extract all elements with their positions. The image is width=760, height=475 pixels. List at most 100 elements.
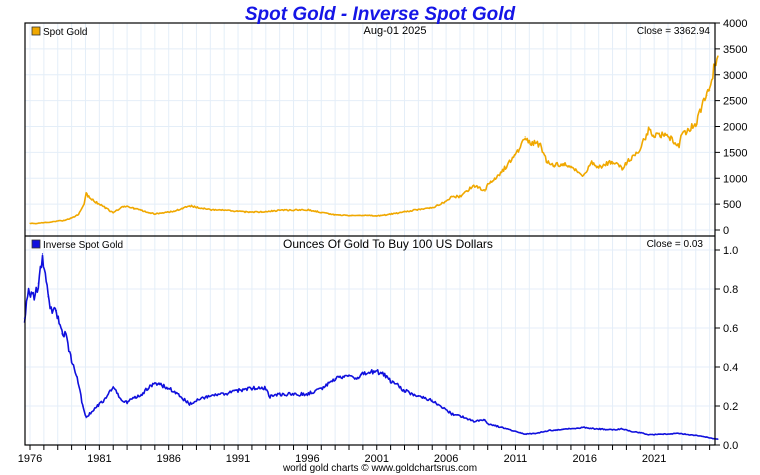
inverse-gold-point <box>695 434 697 437</box>
spot-gold-point <box>251 211 253 213</box>
plot-frame <box>24 22 716 446</box>
spot-gold-point <box>484 190 486 192</box>
inverse-gold-point <box>237 389 239 391</box>
inverse-gold-point <box>348 374 350 376</box>
spot-gold-point <box>362 214 364 216</box>
y-tick-label: 1500 <box>723 147 747 159</box>
spot-gold-point <box>237 210 239 212</box>
inverse-gold-point <box>431 399 433 401</box>
spot-gold-point <box>50 221 52 223</box>
spot-gold-point <box>126 205 128 207</box>
inverse-gold-points <box>23 253 719 440</box>
inverse-gold-point <box>47 296 49 298</box>
spot-gold-point <box>359 214 361 216</box>
spot-gold-point <box>85 193 87 195</box>
y-tick-label: 1000 <box>723 173 747 185</box>
y-tick-label: 0 <box>723 225 729 237</box>
spot-gold-point <box>563 163 565 165</box>
inverse-gold-point <box>251 387 253 390</box>
spot-gold-point <box>445 200 447 202</box>
inverse-gold-point <box>158 383 160 386</box>
inverse-gold-point <box>188 403 191 405</box>
inverse-gold-point <box>563 428 565 430</box>
spot-gold-point <box>546 162 548 164</box>
inverse-gold-point <box>98 403 100 405</box>
inverse-gold-point <box>269 395 271 397</box>
inverse-gold-point <box>140 393 142 395</box>
inverse-gold-point <box>524 433 526 435</box>
spot-gold-point <box>591 162 593 164</box>
spot-gold-point <box>699 110 701 112</box>
y-tick-label: 0.8 <box>723 284 738 296</box>
spot-gold-point <box>625 162 628 164</box>
spot-gold-point <box>611 161 614 163</box>
spot-gold-point <box>678 144 680 146</box>
spot-gold-point <box>403 211 406 213</box>
spot-gold-point <box>93 200 95 202</box>
spot-gold-point <box>57 220 59 222</box>
spot-gold-point <box>653 136 655 138</box>
inverse-gold-point <box>89 413 91 415</box>
spot-gold-point <box>695 123 697 125</box>
inverse-gold-point <box>71 360 73 362</box>
inverse-gold-point <box>611 429 614 431</box>
inverse-gold-point <box>181 397 184 399</box>
inverse-gold-point <box>473 421 475 423</box>
spot-gold-point <box>120 206 123 208</box>
spot-gold-points <box>29 55 719 225</box>
inverse-gold-point <box>383 374 385 376</box>
inverse-gold-point <box>292 393 295 395</box>
inverse-gold-point <box>500 426 503 429</box>
inverse-gold-point <box>417 395 419 397</box>
spot-gold-point <box>188 205 191 207</box>
spot-gold-line <box>30 55 719 225</box>
spot-gold-point <box>98 203 100 205</box>
inverse-gold-point <box>678 432 680 434</box>
y-tick-label: 2000 <box>723 122 747 134</box>
legend-spot-gold: Spot Gold <box>43 27 87 38</box>
inverse-gold-point <box>33 298 35 300</box>
spot-gold-point <box>487 183 489 186</box>
inverse-gold-point <box>688 434 690 436</box>
close-label-gold: Close = 3362.94 <box>637 26 711 37</box>
spot-gold-point <box>147 211 149 213</box>
chart-title: Spot Gold - Inverse Spot Gold <box>245 4 516 25</box>
inverse-gold-point <box>23 317 26 319</box>
inverse-gold-point <box>105 397 107 399</box>
inverse-gold-point <box>223 393 225 395</box>
inverse-gold-point <box>147 387 149 390</box>
inverse-gold-point <box>390 380 392 382</box>
y-tick-label: 4000 <box>723 18 747 30</box>
inverse-gold-point <box>112 385 114 388</box>
inverse-gold-point <box>660 433 662 435</box>
spot-gold-point <box>83 203 85 205</box>
inverse-gold-point <box>621 428 623 430</box>
y-tick-label: 1.0 <box>723 245 738 257</box>
spot-gold-point <box>29 222 31 224</box>
spot-gold-point <box>64 219 66 222</box>
inverse-gold-point <box>403 389 406 391</box>
spot-gold-point <box>667 136 669 138</box>
y-tick-label: 0.6 <box>723 323 738 335</box>
spot-gold-point <box>279 209 281 211</box>
inverse-gold-point <box>61 333 63 335</box>
spot-gold-point <box>292 209 295 211</box>
inverse-gold-point <box>360 374 363 376</box>
inverse-gold-point <box>41 253 44 255</box>
inverse-gold-point <box>484 419 486 421</box>
inverse-gold-point <box>632 431 634 433</box>
x-tick-label: 1991 <box>226 453 250 465</box>
inverse-gold-point <box>65 335 67 337</box>
inverse-gold-point <box>85 417 87 419</box>
date-label: Aug-01 2025 <box>364 25 427 37</box>
spot-gold-point <box>168 211 170 213</box>
footer-credit: world gold charts © www.goldchartsrus.co… <box>282 463 477 474</box>
inverse-spot-gold-line <box>23 254 718 440</box>
spot-gold-point <box>459 195 461 197</box>
spot-gold-point <box>334 214 336 216</box>
inverse-gold-point <box>706 436 708 438</box>
inverse-gold-point <box>376 370 378 372</box>
inverse-gold-point <box>369 372 371 374</box>
inverse-gold-point <box>648 434 650 436</box>
